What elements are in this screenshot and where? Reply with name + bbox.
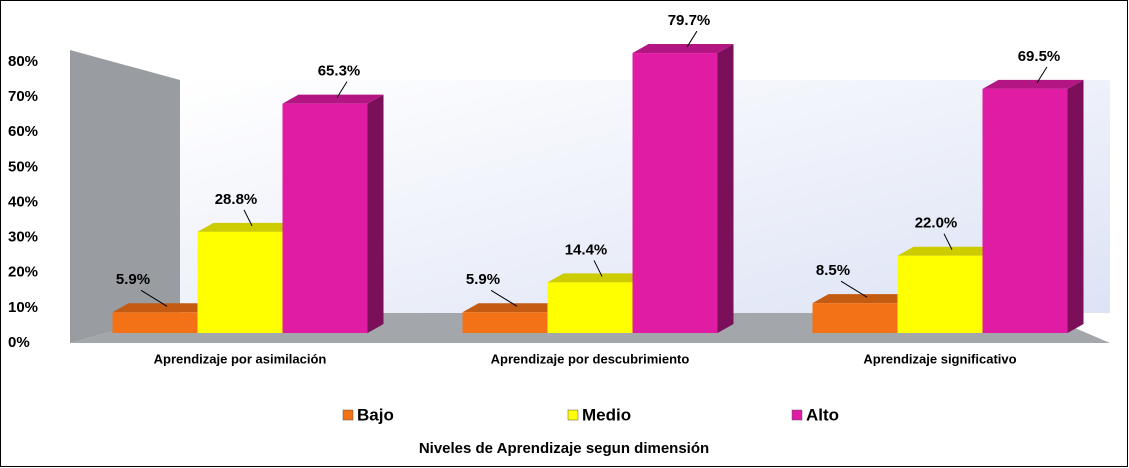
legend-label: Bajo: [357, 405, 394, 424]
bar-side: [717, 44, 734, 334]
bar: [282, 103, 368, 333]
bar: [197, 231, 283, 333]
leader-line: [593, 260, 603, 277]
bar-top: [462, 303, 564, 313]
value-label: 5.9%: [116, 271, 150, 288]
leader-line: [1036, 66, 1048, 84]
legend-swatch: [567, 409, 579, 421]
bar: [897, 255, 983, 333]
y-tick-label: 40%: [8, 193, 38, 210]
leader-line: [943, 233, 953, 250]
bar: [982, 88, 1068, 333]
legend-label: Alto: [806, 405, 839, 424]
bar: [812, 303, 898, 333]
x-tick-label: Aprendizaje significativo: [863, 351, 1016, 366]
value-label: 79.7%: [668, 12, 711, 29]
leader-line: [140, 289, 168, 307]
x-tick-label: Aprendizaje por asimilación: [154, 351, 327, 366]
legend-label: Medio: [582, 405, 631, 424]
leader-line: [686, 30, 698, 48]
bar-top: [632, 44, 734, 54]
bar-top: [197, 222, 299, 232]
value-label: 8.5%: [816, 262, 850, 279]
y-tick-label: 20%: [8, 264, 38, 281]
bar-top: [982, 79, 1084, 89]
bar-top: [547, 273, 649, 283]
bar: [462, 312, 548, 333]
bar-side: [367, 94, 384, 333]
value-label: 14.4%: [565, 241, 608, 258]
y-tick-label: 50%: [8, 158, 38, 175]
y-tick-label: 70%: [8, 88, 38, 105]
leader-line: [490, 289, 518, 307]
leader-line: [336, 81, 348, 98]
y-tick-label: 0%: [8, 334, 30, 351]
bar-top: [112, 303, 214, 313]
bar-top: [812, 294, 914, 304]
leader-line: [243, 209, 253, 227]
legend-swatch: [791, 409, 803, 421]
y-tick-label: 10%: [8, 299, 38, 316]
bar: [112, 312, 198, 333]
x-tick-label: Aprendizaje por descubrimiento: [491, 351, 690, 366]
y-tick-label: 80%: [8, 53, 38, 70]
value-label: 65.3%: [318, 63, 361, 80]
value-label: 5.9%: [466, 271, 500, 288]
leader-line: [840, 280, 868, 298]
bar: [632, 53, 718, 334]
axis-title: Niveles de Aprendizaje segun dimensión: [419, 440, 709, 457]
value-label: 69.5%: [1018, 48, 1061, 65]
bar: [547, 282, 633, 333]
side-wall: [70, 50, 180, 343]
bar-top: [897, 246, 999, 256]
legend-swatch: [342, 409, 354, 421]
bar-top: [282, 94, 384, 104]
y-tick-label: 60%: [8, 123, 38, 140]
y-tick-label: 30%: [8, 229, 38, 246]
bar-side: [1067, 79, 1084, 333]
value-label: 22.0%: [915, 215, 958, 232]
value-label: 28.8%: [215, 191, 258, 208]
